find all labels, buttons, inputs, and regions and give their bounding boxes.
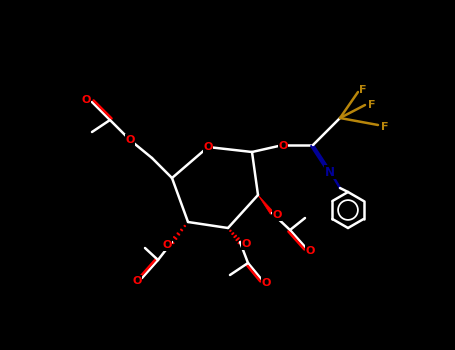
Text: O: O (278, 141, 288, 151)
Polygon shape (258, 195, 273, 214)
Text: O: O (125, 135, 135, 145)
Text: N: N (325, 166, 335, 178)
Text: O: O (203, 142, 212, 152)
Text: F: F (381, 122, 389, 132)
Text: O: O (261, 278, 271, 288)
Text: F: F (359, 85, 367, 95)
Text: O: O (241, 239, 251, 249)
Text: F: F (368, 100, 376, 110)
Text: O: O (305, 246, 315, 256)
Text: O: O (162, 240, 172, 250)
Text: O: O (272, 210, 282, 220)
Text: O: O (81, 95, 91, 105)
Text: O: O (132, 276, 142, 286)
